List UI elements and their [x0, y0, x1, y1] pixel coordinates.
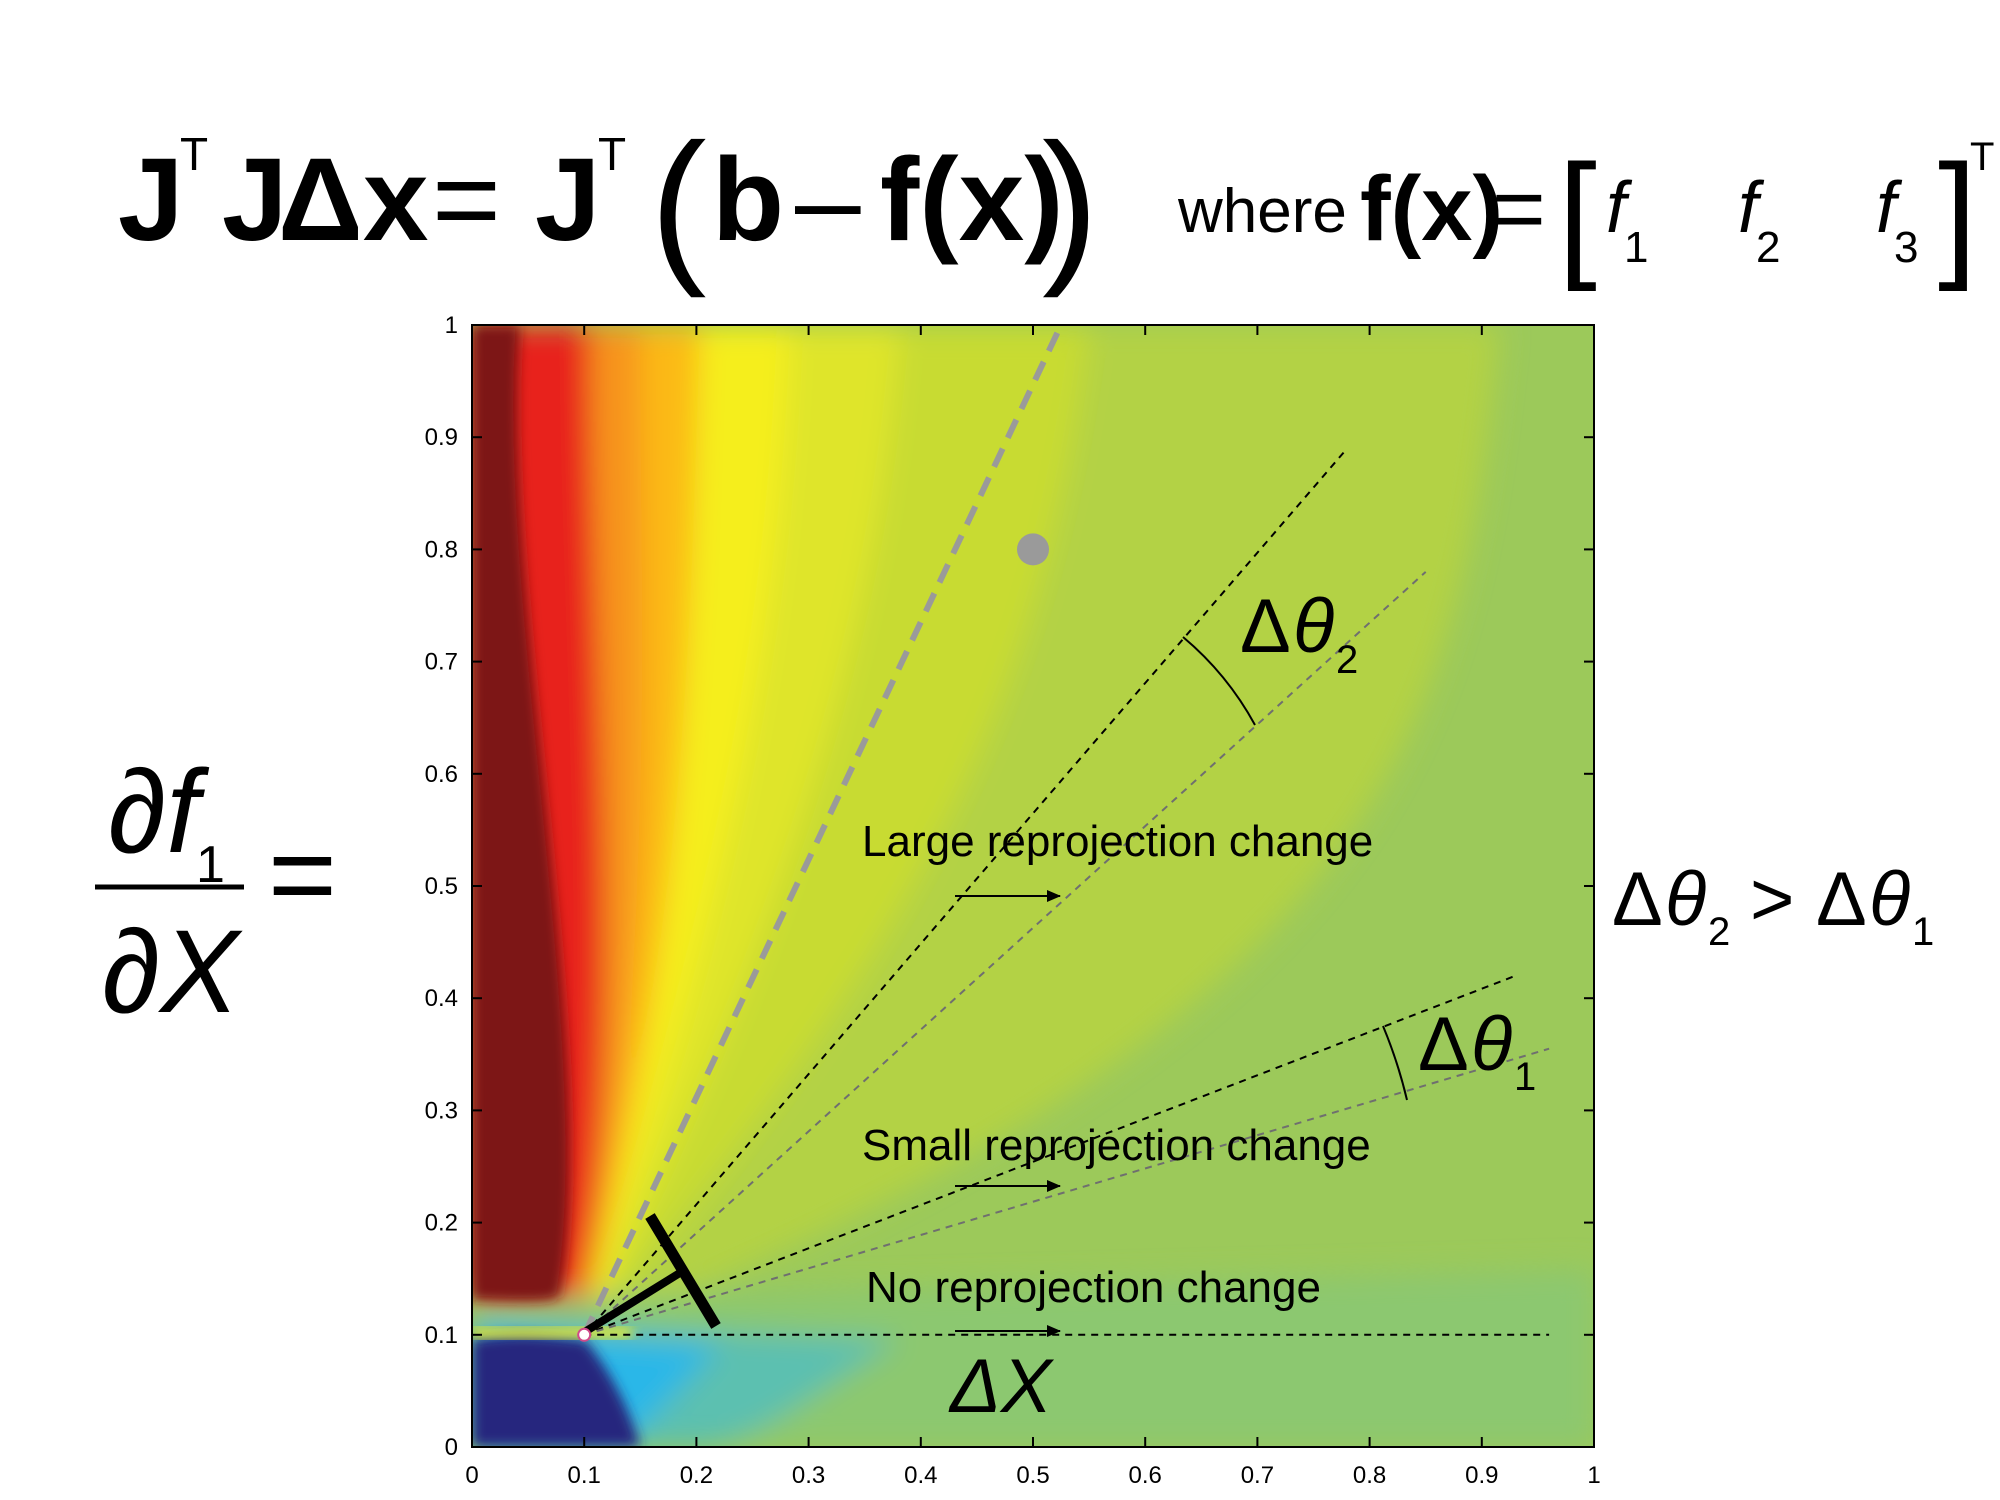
y-tick-label: 0.7 — [425, 649, 458, 676]
ray-black-dashed — [583, 974, 1516, 1336]
delta-x-label: ΔX — [948, 1344, 1055, 1429]
eq-f-vector-label: f(x) — [1360, 158, 1503, 260]
y-tick-label: 0.1 — [425, 1322, 458, 1349]
axes: 0 0.1 0.2 0.3 0.4 0.5 0.6 0.7 0.8 0.9 1 0 0.1 0.2 0.3 0… — [425, 312, 1601, 1489]
dtheta2-arc — [1182, 636, 1256, 726]
x-tick-label: 0.2 — [680, 1462, 713, 1489]
x-tick-label: 1 — [1587, 1462, 1600, 1489]
region-dark-red — [472, 325, 570, 1302]
camera-icon — [580, 1213, 721, 1337]
eq-J1: J — [118, 134, 184, 266]
eq-transpose-3: T — [1970, 135, 1994, 179]
y-tick-label: 0.3 — [425, 1097, 458, 1124]
derivative-numerator: ∂f — [108, 746, 209, 878]
y-tick-label: 0.6 — [425, 761, 458, 788]
ray-gray-dashed — [583, 1047, 1550, 1336]
x-tick-label: 0.4 — [904, 1462, 937, 1489]
eq-f3-sub: 3 — [1894, 223, 1918, 272]
cmp-delta-left: Δ — [1612, 857, 1663, 942]
eq-close-paren: ) — [1042, 109, 1099, 299]
dtheta1-sub: 1 — [1514, 1055, 1536, 1099]
x-tick-label: 0.8 — [1353, 1462, 1386, 1489]
eq-close-bracket: ] — [1938, 135, 1977, 292]
eq-equals-2: = — [1492, 158, 1546, 260]
band-singularity — [472, 1328, 632, 1338]
heatmap-plot: 0 0.1 0.2 0.3 0.4 0.5 0.6 0.7 0.8 0.9 1 0 0.1 0.2 0.3 0… — [425, 312, 1601, 1489]
heatmap-field — [472, 325, 1594, 1447]
y-tick-label: 0.5 — [425, 873, 458, 900]
eq-minus: – — [795, 134, 861, 266]
ray-gray-dashed-thick — [581, 323, 1064, 1337]
eq-open-bracket: [ — [1558, 135, 1597, 292]
main-equation: J T J Δx = J T ( b – f(x) ) where f(x) =… — [118, 109, 1994, 299]
x-tick-label: 0.3 — [792, 1462, 825, 1489]
dtheta2-sub: 2 — [1336, 638, 1358, 682]
y-tick-label: 0.8 — [425, 536, 458, 563]
dtheta2-theta: θ — [1293, 584, 1334, 669]
cmp-sub-left: 2 — [1708, 910, 1730, 954]
x-tick-label: 0.1 — [568, 1462, 601, 1489]
eq-f1-sub: 1 — [1624, 223, 1648, 272]
label-small-change: Small reprojection change — [862, 1121, 1371, 1170]
cmp-delta-right: Δ — [1816, 857, 1867, 942]
eq-delta-x: Δx — [278, 134, 428, 266]
annotations: Δ θ 2 Δ θ 1 Large reprojection change Sm… — [862, 584, 1536, 1429]
cmp-sub-right: 1 — [1912, 910, 1934, 954]
eq-open-paren: ( — [650, 109, 707, 299]
label-no-change: No reprojection change — [866, 1263, 1321, 1312]
region-navy — [472, 1335, 640, 1447]
target-point — [1017, 533, 1049, 566]
x-tick-label: 0.9 — [1465, 1462, 1498, 1489]
eq-J3: J — [535, 134, 601, 266]
camera-axis — [580, 1267, 686, 1337]
eq-transpose-1: T — [180, 128, 208, 180]
x-tick-label: 0 — [465, 1462, 478, 1489]
eq-transpose-2: T — [598, 128, 626, 180]
cmp-theta-right: θ — [1869, 857, 1910, 942]
y-tick-label: 0.2 — [425, 1210, 458, 1237]
dtheta1-theta: θ — [1471, 1002, 1512, 1087]
y-tick-label: 0.4 — [425, 985, 458, 1012]
rays — [581, 323, 1550, 1337]
x-tick-label: 0.7 — [1241, 1462, 1274, 1489]
cmp-theta-left: θ — [1665, 857, 1706, 942]
theta-comparison: Δ θ 2 > Δ θ 1 — [1612, 857, 1934, 954]
derivative-expression: ∂f 1 ∂X = — [95, 746, 337, 1038]
x-tick-label: 0.5 — [1016, 1462, 1049, 1489]
derivative-numerator-sub: 1 — [196, 836, 225, 894]
camera-center-marker — [577, 1327, 592, 1342]
dtheta1-delta: Δ — [1418, 1002, 1469, 1087]
x-tick-label: 0.6 — [1129, 1462, 1162, 1489]
eq-b: b — [712, 134, 784, 266]
derivative-equals: = — [268, 809, 337, 941]
y-tick-label: 0 — [445, 1434, 458, 1461]
eq-f2-sub: 2 — [1756, 223, 1780, 272]
dtheta1-arc — [1382, 1025, 1408, 1101]
eq-equals: = — [432, 134, 501, 266]
y-tick-label: 0.9 — [425, 424, 458, 451]
eq-fx: f(x) — [880, 134, 1064, 266]
derivative-denominator: ∂X — [102, 906, 243, 1038]
label-large-change: Large reprojection change — [862, 817, 1373, 866]
eq-J2: J — [222, 134, 288, 266]
eq-where: where — [1177, 177, 1347, 246]
dtheta2-delta: Δ — [1240, 584, 1291, 669]
cmp-operator: > — [1750, 857, 1794, 942]
y-tick-label: 1 — [445, 312, 458, 339]
